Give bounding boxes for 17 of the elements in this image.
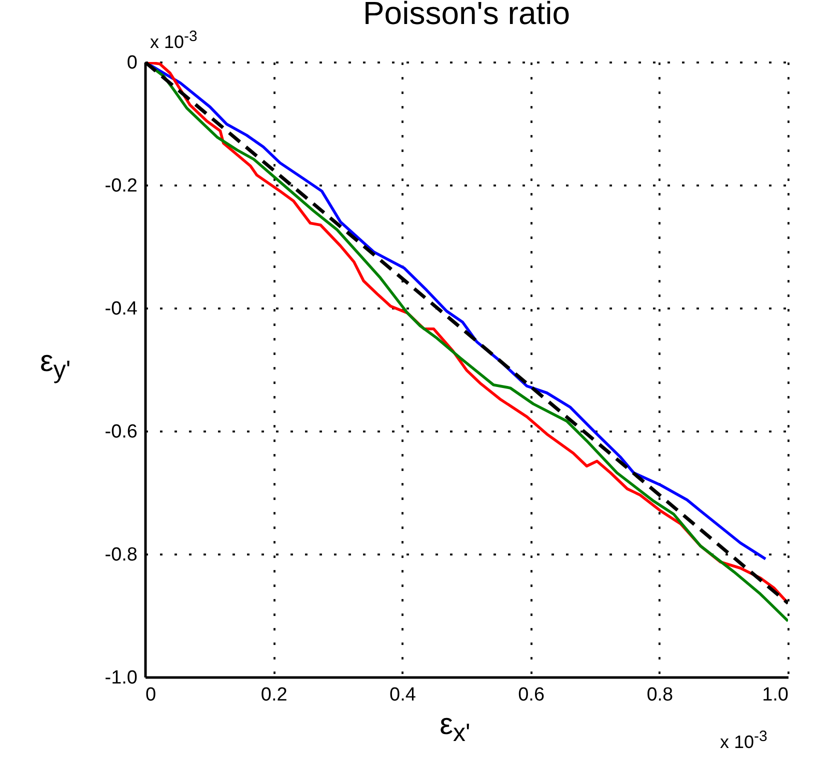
chart-title: Poisson's ratio (362, 0, 570, 31)
y-tick-label: -0.2 (104, 176, 138, 196)
y-tick-label: -1.0 (104, 668, 138, 688)
y-tick-label: -0.8 (104, 544, 138, 566)
x-tick-label: 0 (146, 684, 156, 706)
y-axis-title: ε$_{y'}$ (40, 345, 71, 385)
x-tick-label: 0.4 (389, 684, 416, 706)
x-tick-label: 1.0 (762, 684, 788, 706)
x-tick-label: 0.8 (646, 684, 674, 706)
y-tick-label: -0.4 (104, 298, 138, 320)
text: x 10$^{-3}$ (720, 728, 768, 753)
x-tick-label: 0.2 (260, 684, 288, 706)
text: x 10$^{-3}$ (150, 28, 198, 53)
x-tick-label: 0.6 (518, 684, 545, 706)
x-axis-title: ε$_{x'}$ (440, 708, 470, 748)
y-tick-label: -0.6 (104, 422, 138, 442)
y-tick-label: 0 (126, 52, 138, 74)
